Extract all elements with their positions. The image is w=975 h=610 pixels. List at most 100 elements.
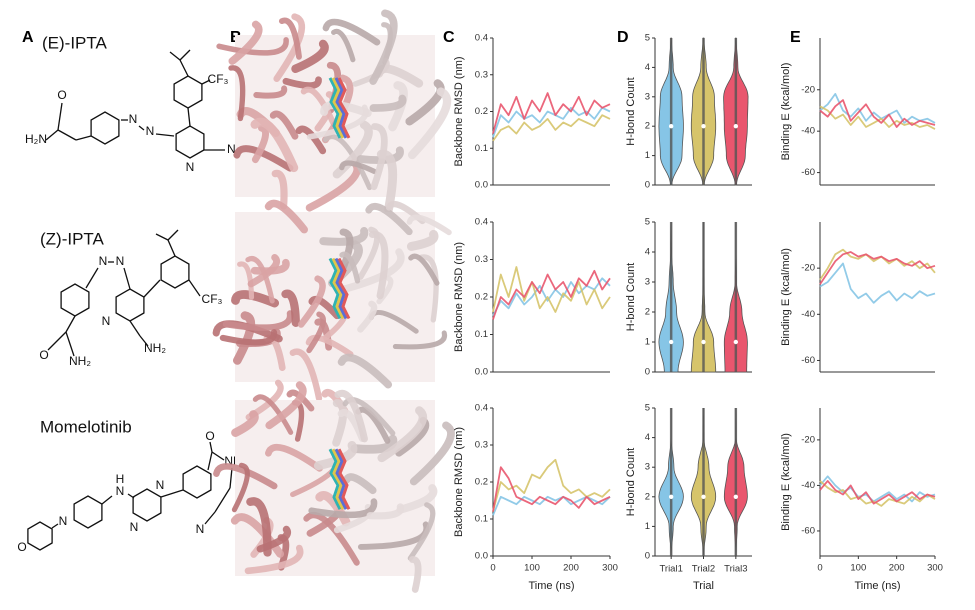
x-tick-label: Trial1 bbox=[659, 564, 682, 575]
ligand bbox=[328, 77, 342, 139]
ligand bbox=[331, 77, 345, 139]
y-axis-label: Backbone RMSD (nm) bbox=[453, 427, 465, 537]
ribbon bbox=[252, 394, 294, 435]
ribbon bbox=[286, 389, 315, 412]
atom-label: N bbox=[186, 160, 195, 174]
series-line bbox=[819, 99, 936, 128]
x-tick-label: 200 bbox=[889, 563, 905, 574]
ribbon bbox=[322, 18, 381, 46]
ribbon bbox=[368, 230, 389, 300]
ribbon bbox=[396, 484, 438, 514]
bond bbox=[169, 51, 181, 61]
violin-median bbox=[701, 494, 706, 499]
atom-label: N bbox=[116, 254, 125, 268]
protein-renders bbox=[212, 9, 455, 593]
ribbon bbox=[297, 275, 326, 328]
bond bbox=[143, 279, 161, 298]
ribbon bbox=[365, 202, 413, 236]
ribbon bbox=[331, 28, 356, 63]
y-tick-label: 3 bbox=[645, 91, 650, 102]
bond bbox=[57, 129, 77, 141]
ribbon bbox=[405, 79, 445, 126]
atom-label: NH₂ bbox=[69, 354, 91, 368]
y-tick-label: 0.4 bbox=[475, 33, 488, 44]
bond bbox=[211, 451, 225, 461]
y-tick-label: 0 bbox=[645, 180, 650, 191]
series-line bbox=[492, 495, 611, 516]
ribbon bbox=[377, 406, 428, 463]
ribbon bbox=[231, 462, 250, 513]
panel-label: E bbox=[790, 29, 801, 46]
molecule-name: Momelotinib bbox=[40, 417, 132, 436]
y-tick-label: 0.3 bbox=[475, 69, 488, 80]
ring bbox=[182, 465, 212, 499]
molecule-structures bbox=[27, 49, 233, 551]
y-tick-label: 4 bbox=[645, 432, 650, 443]
y-tick-label: -20 bbox=[801, 434, 815, 445]
ligand bbox=[328, 257, 342, 320]
ribbon bbox=[407, 502, 436, 561]
ribbon bbox=[245, 256, 275, 304]
x-axis-label: Trial bbox=[693, 580, 714, 592]
ribbon bbox=[369, 94, 407, 112]
ribbon bbox=[337, 248, 405, 294]
y-tick-label: 5 bbox=[645, 33, 650, 44]
atom-label: O bbox=[57, 88, 66, 102]
bond bbox=[75, 135, 92, 141]
ribbon bbox=[408, 556, 422, 593]
ring bbox=[73, 495, 103, 529]
y-tick-label: 0.2 bbox=[475, 106, 488, 117]
ribbon bbox=[233, 145, 294, 172]
atom-label: CF₃ bbox=[208, 72, 229, 86]
molecule-name: (Z)-IPTA bbox=[40, 229, 105, 248]
ribbon bbox=[392, 330, 447, 350]
ribbon bbox=[303, 511, 360, 566]
ribbon bbox=[337, 353, 393, 389]
atom-label: N bbox=[102, 314, 111, 328]
ribbon bbox=[222, 310, 294, 331]
atom-label: N bbox=[129, 112, 138, 126]
ribbon bbox=[295, 125, 327, 155]
x-tick-label: 100 bbox=[524, 563, 540, 574]
ribbon bbox=[357, 300, 378, 333]
ring bbox=[90, 111, 120, 145]
bond bbox=[188, 279, 201, 297]
y-tick-label: -60 bbox=[801, 167, 815, 178]
ribbon bbox=[213, 463, 278, 490]
series-line bbox=[819, 248, 936, 281]
bond bbox=[57, 102, 63, 131]
ligand bbox=[331, 448, 345, 510]
y-tick-label: -20 bbox=[801, 263, 815, 274]
x-tick-label: Trial3 bbox=[724, 564, 747, 575]
ribbon bbox=[357, 226, 380, 280]
charts: 0.0 0.1 0.2 0.3 0.4 Backbone RMSD (nm) 0.0 0.1 0… bbox=[453, 33, 943, 592]
atom-label: N bbox=[130, 520, 139, 534]
atom-label: N bbox=[196, 522, 205, 536]
y-tick-label: 0.1 bbox=[475, 143, 488, 154]
bond bbox=[127, 493, 135, 499]
atom-label: CF₃ bbox=[202, 292, 223, 306]
ribbon bbox=[305, 334, 354, 358]
ligand bbox=[337, 257, 351, 320]
y-tick-label: 0.1 bbox=[475, 329, 488, 340]
y-tick-label: 2 bbox=[645, 491, 650, 502]
y-tick-label: 4 bbox=[645, 62, 650, 73]
bond bbox=[155, 233, 169, 241]
bond bbox=[187, 107, 191, 127]
y-axis-label: H-bond Count bbox=[625, 448, 637, 517]
ribbon bbox=[228, 65, 246, 122]
ribbon bbox=[370, 123, 388, 191]
series-line bbox=[492, 106, 611, 138]
bond bbox=[65, 331, 75, 357]
ribbon bbox=[250, 117, 299, 173]
atom-label: O bbox=[39, 348, 48, 362]
bond bbox=[209, 441, 213, 453]
atom-label: N bbox=[99, 254, 108, 268]
panel-label: A bbox=[22, 29, 34, 46]
ribbon bbox=[313, 441, 358, 471]
x-tick-label: 300 bbox=[927, 563, 943, 574]
ligand bbox=[328, 448, 342, 510]
x-axis-label: Time (ns) bbox=[854, 580, 900, 592]
violin-median bbox=[668, 339, 674, 345]
